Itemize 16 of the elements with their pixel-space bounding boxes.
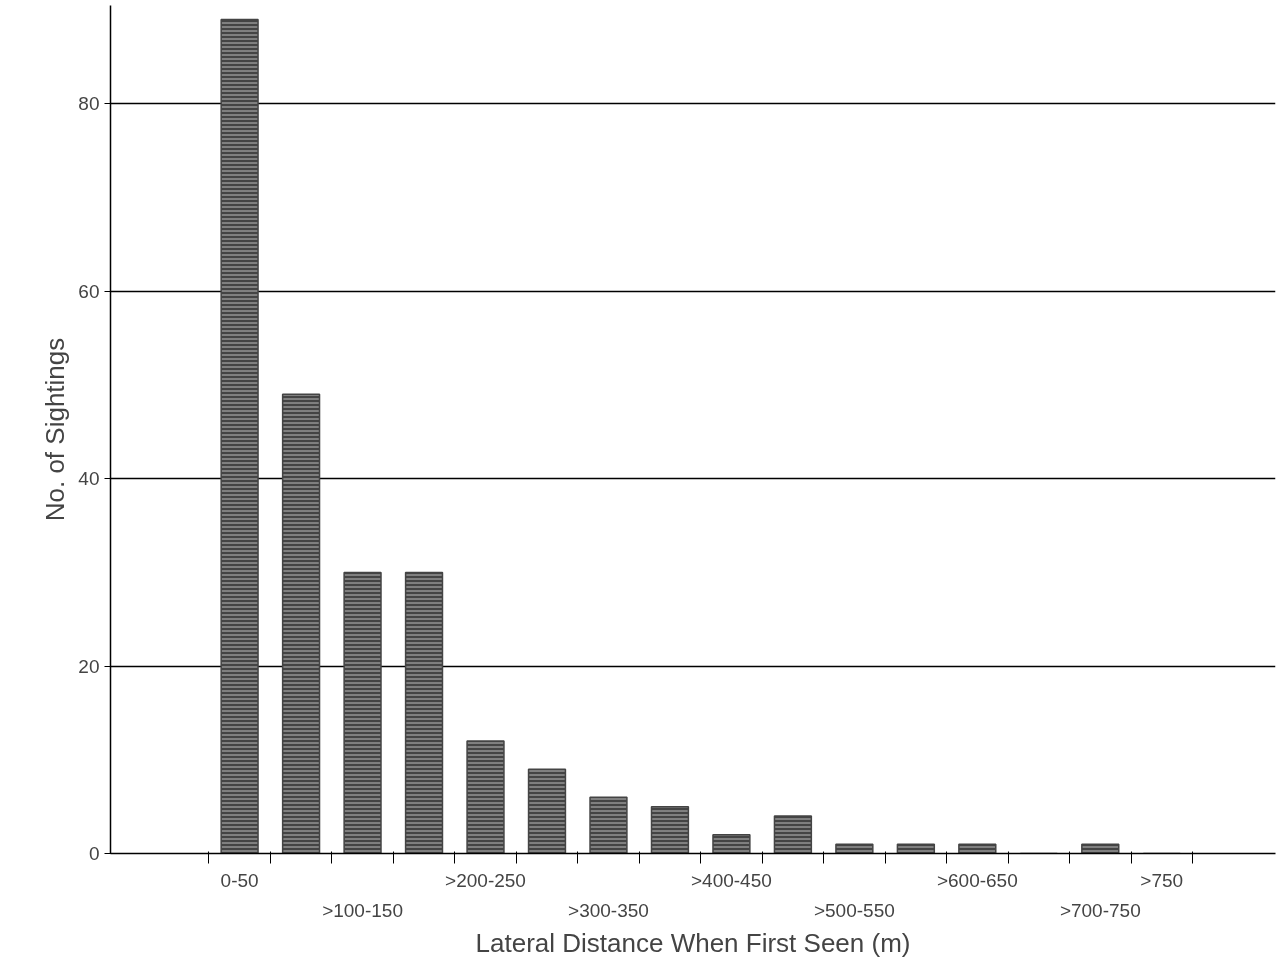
x-tick-label: >400-450 [691, 869, 772, 891]
x-tick-label: >300-350 [568, 899, 649, 921]
x-axis-title: Lateral Distance When First Seen (m) [475, 927, 911, 958]
x-tick-label: >200-250 [445, 869, 526, 891]
y-tick-label: 80 [78, 93, 100, 115]
x-tick-label: >750 [1140, 869, 1184, 891]
x-tick-label: >700-750 [1059, 899, 1141, 921]
x-tick-label: >100-150 [322, 899, 403, 921]
y-axis-title: No. of Sightings [40, 337, 71, 522]
y-tick-label: 40 [78, 468, 100, 490]
y-tick-label: 0 [88, 843, 100, 864]
y-tick-label: 20 [78, 655, 100, 677]
x-tick-label: >500-550 [813, 899, 895, 921]
y-tick-label: 60 [78, 280, 100, 302]
x-tick-label: >600-650 [936, 869, 1018, 891]
x-tick-label: 0-50 [220, 869, 259, 891]
